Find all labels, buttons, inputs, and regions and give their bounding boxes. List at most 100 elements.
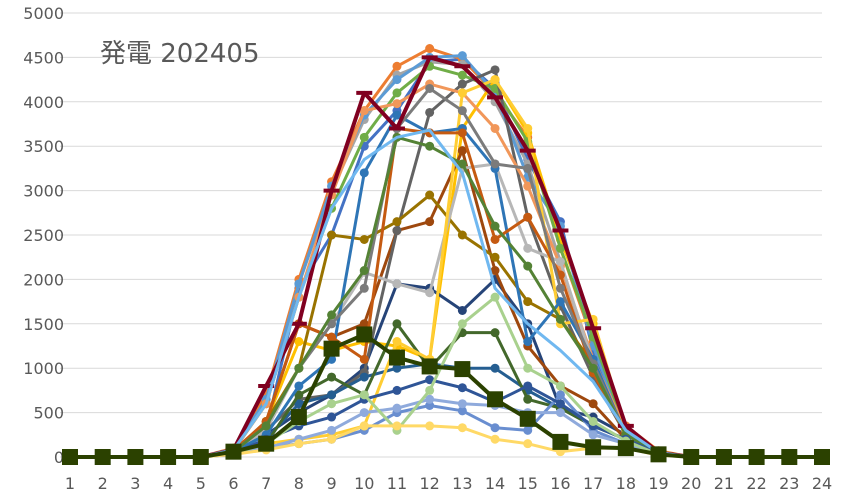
series-line (70, 378, 822, 459)
data-point (327, 390, 337, 400)
data-point (490, 434, 500, 444)
data-point (294, 439, 304, 449)
data-point (457, 230, 467, 240)
data-point (392, 385, 402, 395)
data-point (519, 410, 536, 427)
data-point (359, 319, 369, 329)
data-point (327, 412, 337, 422)
series-5 (65, 51, 827, 462)
data-point (454, 361, 471, 378)
data-point (290, 409, 307, 426)
data-point (457, 319, 467, 329)
data-point (523, 181, 533, 191)
data-point (585, 439, 602, 456)
data-point (392, 363, 402, 373)
series-line (70, 149, 822, 459)
data-point (588, 363, 598, 373)
data-point (294, 399, 304, 409)
x-tick-label: 4 (163, 474, 173, 493)
data-point (490, 65, 500, 75)
data-point (327, 434, 337, 444)
data-point (160, 449, 177, 465)
data-point (523, 163, 533, 173)
x-tick-label: 1 (65, 474, 75, 493)
data-point (359, 354, 369, 364)
series-line (70, 295, 822, 459)
series-15 (65, 159, 827, 462)
x-tick-label: 19 (648, 474, 668, 493)
y-tick-label: 1000 (23, 359, 64, 378)
data-point (555, 283, 565, 293)
data-point (425, 190, 435, 200)
gridlines (60, 12, 822, 458)
data-point (490, 328, 500, 338)
data-point (490, 221, 500, 231)
data-point (523, 212, 533, 222)
data-point (294, 381, 304, 391)
data-point (421, 358, 438, 375)
x-tick-label: 2 (98, 474, 108, 493)
data-point (127, 449, 144, 465)
series-line (70, 332, 822, 459)
data-point (425, 385, 435, 395)
data-point (392, 403, 402, 413)
data-point (457, 383, 467, 393)
data-point (555, 297, 565, 307)
data-point (327, 230, 337, 240)
data-point (487, 391, 504, 408)
y-tick-label: 4500 (23, 48, 64, 67)
data-point (490, 423, 500, 433)
data-point (356, 326, 373, 343)
data-point (748, 449, 765, 465)
data-point (392, 99, 402, 109)
series-line (70, 57, 822, 459)
data-point (457, 70, 467, 80)
series-8 (65, 146, 827, 462)
series-18 (65, 123, 827, 462)
data-point (327, 332, 337, 342)
x-tick-label: 17 (583, 474, 603, 493)
data-point (392, 337, 402, 347)
y-tick-label: 3000 (23, 182, 64, 201)
y-tick-label: 2500 (23, 226, 64, 245)
data-point (457, 146, 467, 156)
x-tick-label: 10 (354, 474, 374, 493)
data-point (457, 128, 467, 138)
data-point (555, 314, 565, 324)
data-point (294, 390, 304, 400)
data-point (588, 399, 598, 409)
x-tick-label: 24 (812, 474, 832, 493)
data-point (555, 390, 565, 400)
data-point (555, 257, 565, 267)
data-point (425, 44, 435, 54)
x-tick-label: 12 (419, 474, 439, 493)
x-tick-label: 16 (550, 474, 570, 493)
data-point (327, 425, 337, 435)
data-point (392, 279, 402, 289)
x-tick-label: 3 (130, 474, 140, 493)
data-point (523, 363, 533, 373)
series-line (70, 113, 822, 459)
data-point (94, 449, 111, 465)
data-point (323, 340, 340, 357)
series-line (70, 362, 822, 459)
data-point (225, 443, 242, 460)
x-tick-label: 22 (746, 474, 766, 493)
data-point (392, 319, 402, 329)
data-point (327, 319, 337, 329)
series-12 (65, 319, 827, 462)
data-point (359, 408, 369, 418)
data-point (294, 363, 304, 373)
series-line (70, 322, 822, 459)
data-point (555, 399, 565, 409)
data-point (359, 234, 369, 244)
data-point (261, 421, 271, 431)
data-point (457, 79, 467, 89)
data-point (588, 430, 598, 440)
series-line (70, 424, 822, 459)
data-point (425, 288, 435, 298)
series-19 (65, 83, 827, 462)
series-line (70, 64, 822, 459)
data-point (523, 243, 533, 253)
